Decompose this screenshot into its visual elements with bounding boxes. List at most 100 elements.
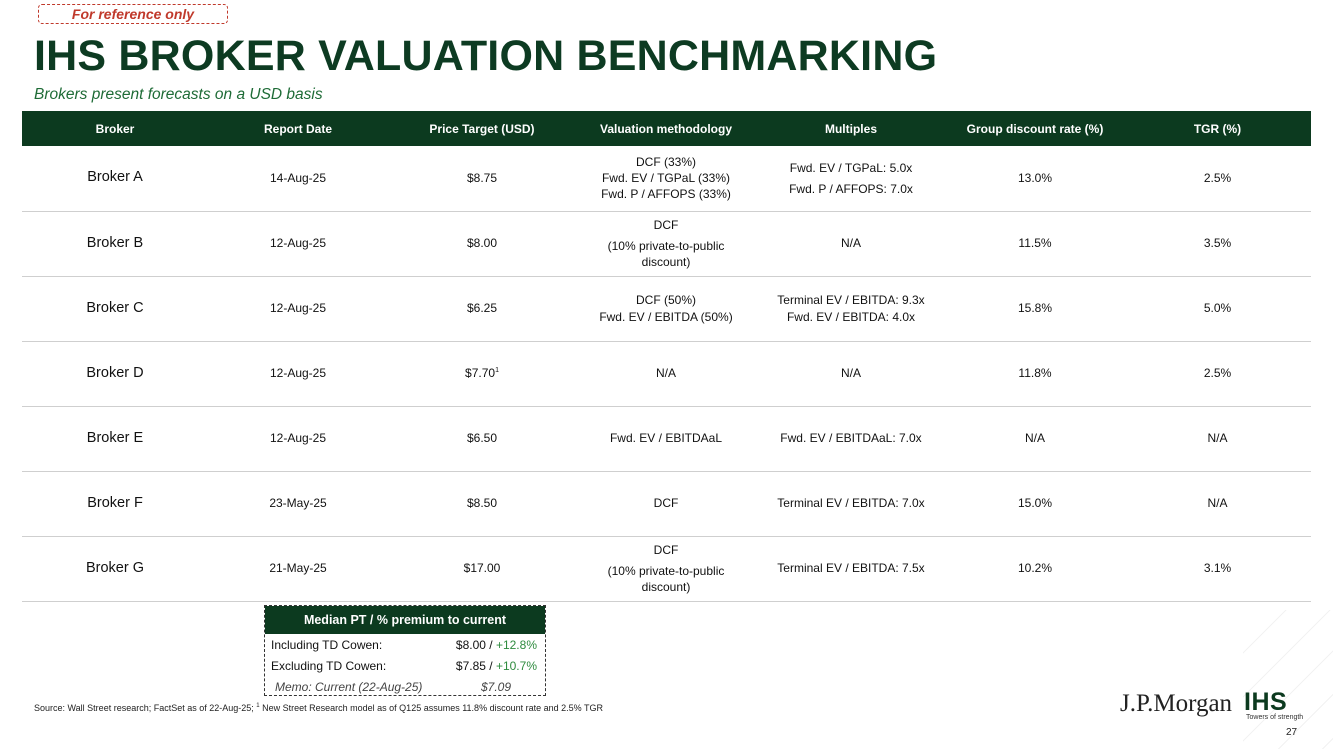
multiple-line: Fwd. P / AFFOPS: 7.0x <box>789 181 913 196</box>
footnote-marker: 1 <box>495 367 499 375</box>
header-multiples: Multiples <box>824 121 877 136</box>
median-including-figures: $8.00 / +12.8% <box>456 638 537 652</box>
multiples: Terminal EV / EBITDA: 7.0x <box>756 471 946 536</box>
source-text: Source: Wall Street research; FactSet as… <box>34 703 257 713</box>
methodology-line: DCF (33%) <box>635 154 696 169</box>
tgr: N/A <box>1207 496 1228 511</box>
report-date: 12-Aug-25 <box>269 431 327 446</box>
median-including-premium: +12.8% <box>495 637 537 652</box>
price-target: $6.25 <box>388 276 576 341</box>
broker-name: Broker C <box>86 299 144 316</box>
price-target: $7.701 <box>388 341 576 406</box>
group-discount-rate: 10.2% <box>1017 561 1053 576</box>
table-row: Broker E 12-Aug-25 $6.50 Fwd. EV / EBITD… <box>22 406 1311 471</box>
memo-value: $7.09 <box>480 679 511 694</box>
memo-label: Memo: Current (22-Aug-25) <box>275 679 423 694</box>
median-row-including: Including TD Cowen: $8.00 / +12.8% <box>265 634 545 655</box>
multiple-line: Terminal EV / EBITDA: 7.0x <box>777 496 925 511</box>
methodology-line: DCF <box>653 542 679 557</box>
price-target-value: $8.75 <box>466 171 498 186</box>
methodology-line: (10% private-to-public <box>607 563 725 578</box>
valuation-methodology: DCF (10% private-to-public discount) <box>576 536 756 601</box>
separator: / <box>485 658 496 673</box>
header-price-target: Price Target (USD) <box>429 121 535 136</box>
multiple-line: Terminal EV / EBITDA: 7.5x <box>777 561 925 576</box>
multiple-line: N/A <box>840 366 861 381</box>
multiple-line: Terminal EV / EBITDA: 9.3x <box>777 293 925 308</box>
valuation-methodology: DCF <box>576 471 756 536</box>
methodology-line: Fwd. P / AFFOPS (33%) <box>601 187 731 202</box>
table-row: Broker A 14-Aug-25 $8.75 DCF (33%) Fwd. … <box>22 146 1311 211</box>
table-row: Broker G 21-May-25 $17.00 DCF (10% priva… <box>22 536 1311 601</box>
price-target-value: $6.25 <box>466 301 498 316</box>
multiple-line: Fwd. EV / EBITDA: 4.0x <box>786 309 916 324</box>
header-broker: Broker <box>95 121 135 136</box>
price-target: $8.00 <box>388 211 576 276</box>
price-target-value: $8.50 <box>466 496 498 511</box>
multiples: N/A <box>756 211 946 276</box>
multiple-line: Fwd. EV / TGPaL: 5.0x <box>789 160 913 175</box>
methodology-line: N/A <box>655 366 676 381</box>
methodology-line: DCF <box>653 496 679 511</box>
report-date: 12-Aug-25 <box>269 301 327 316</box>
page-subtitle: Brokers present forecasts on a USD basis <box>34 86 323 103</box>
broker-name: Broker A <box>87 169 143 186</box>
report-date: 12-Aug-25 <box>269 366 327 381</box>
group-discount-rate: 11.5% <box>1018 236 1052 251</box>
broker-name: Broker F <box>87 494 143 511</box>
separator: / <box>485 637 496 652</box>
valuation-methodology: DCF (33%) Fwd. EV / TGPaL (33%) Fwd. P /… <box>576 146 756 211</box>
methodology-line: DCF (50%) <box>635 293 696 308</box>
header-tgr: TGR (%) <box>1193 121 1242 136</box>
broker-name: Broker E <box>86 429 144 446</box>
group-discount-rate: N/A <box>1024 431 1045 446</box>
valuation-methodology: DCF (10% private-to-public discount) <box>576 211 756 276</box>
report-date: 12-Aug-25 <box>269 236 327 251</box>
methodology-line: (10% private-to-public <box>607 238 725 253</box>
ihs-tagline: Towers of strength <box>1246 714 1304 721</box>
jpmorgan-logo: J.P.Morgan <box>1120 690 1233 717</box>
header-report-date: Report Date <box>263 121 332 136</box>
price-target-value: $8.00 <box>466 236 498 251</box>
ihs-logo: IHS <box>1244 688 1288 716</box>
footnote-marker: 1 <box>256 703 260 709</box>
price-target-value: $7.70 <box>465 366 496 381</box>
price-target: $8.50 <box>388 471 576 536</box>
table-row: Broker B 12-Aug-25 $8.00 DCF (10% privat… <box>22 211 1311 276</box>
group-discount-rate: 11.8% <box>1018 366 1052 381</box>
median-including-label: Including TD Cowen: <box>271 637 383 652</box>
multiples: Fwd. EV / EBITDAaL: 7.0x <box>756 406 946 471</box>
multiples: Terminal EV / EBITDA: 7.5x <box>756 536 946 601</box>
multiple-line: N/A <box>840 236 861 251</box>
table-header-row: Broker Report Date Price Target (USD) Va… <box>22 111 1311 146</box>
source-footnote: Source: Wall Street research; FactSet as… <box>34 703 603 713</box>
tgr: 2.5% <box>1203 366 1232 381</box>
table-row: Broker D 12-Aug-25 $7.701 N/A N/A 11.8% … <box>22 341 1311 406</box>
group-discount-rate: 15.0% <box>1017 496 1053 511</box>
footnote-text: New Street Research model as of Q125 ass… <box>259 703 603 713</box>
header-valuation-methodology: Valuation methodology <box>599 121 732 136</box>
tgr: 2.5% <box>1203 171 1232 186</box>
median-row-excluding: Excluding TD Cowen: $7.85 / +10.7% <box>265 655 545 676</box>
methodology-line: Fwd. EV / TGPaL (33%) <box>601 171 731 186</box>
report-date: 14-Aug-25 <box>269 171 327 186</box>
tgr: N/A <box>1207 431 1228 446</box>
methodology-line: Fwd. EV / EBITDA (50%) <box>599 309 733 324</box>
methodology-line: discount) <box>641 255 691 270</box>
table-row: Broker C 12-Aug-25 $6.25 DCF (50%) Fwd. … <box>22 276 1311 341</box>
median-row-memo: Memo: Current (22-Aug-25) $7.09 <box>265 676 545 697</box>
group-discount-rate: 15.8% <box>1017 301 1053 316</box>
report-date: 21-May-25 <box>269 561 327 576</box>
median-including-value: $8.00 <box>455 637 486 652</box>
price-target: $6.50 <box>388 406 576 471</box>
page-number: 27 <box>1286 727 1298 738</box>
valuation-methodology: Fwd. EV / EBITDAaL <box>576 406 756 471</box>
broker-name: Broker B <box>86 234 144 251</box>
methodology-line: Fwd. EV / EBITDAaL <box>609 431 723 446</box>
price-target-value: $17.00 <box>463 561 501 576</box>
methodology-line: DCF <box>653 217 679 232</box>
tgr: 3.5% <box>1203 236 1232 251</box>
multiples: Fwd. EV / TGPaL: 5.0x Fwd. P / AFFOPS: 7… <box>756 146 946 211</box>
report-date: 23-May-25 <box>269 496 327 511</box>
tgr: 5.0% <box>1203 301 1232 316</box>
